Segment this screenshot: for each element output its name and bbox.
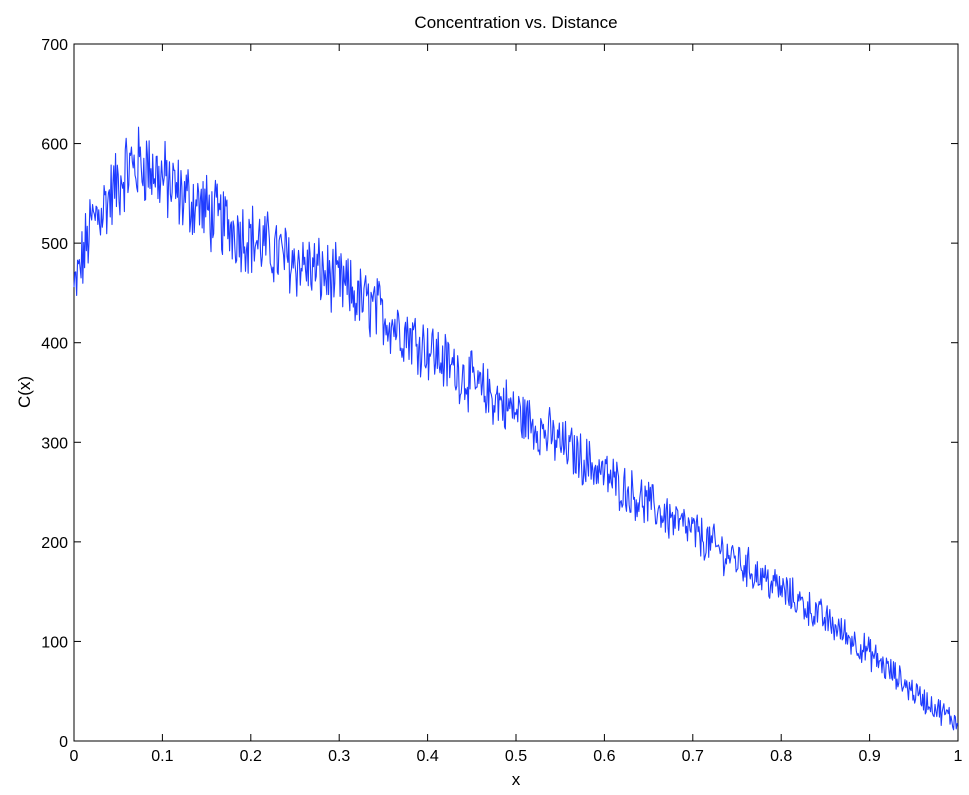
x-tick-label: 0.9: [858, 748, 880, 765]
x-tick-label: 0.3: [328, 748, 350, 765]
x-tick-label: 0.4: [416, 748, 438, 765]
y-tick-label: 500: [41, 236, 68, 253]
y-axis-label: C(x): [15, 376, 34, 408]
x-tick-label: 0: [70, 748, 79, 765]
y-tick-label: 300: [41, 435, 68, 452]
x-axis-ticks: 0 0.1 0.2 0.3 0.4 0.5 0.6 0.7 0.8 0.9 1: [70, 44, 963, 765]
x-tick-label: 0.7: [682, 748, 704, 765]
x-tick-label: 0.8: [770, 748, 792, 765]
x-tick-label: 0.6: [593, 748, 615, 765]
x-axis-label: x: [512, 770, 521, 789]
x-tick-label: 0.5: [505, 748, 527, 765]
y-axis-ticks: 0 100 200 300 400 500 600 700: [41, 37, 958, 751]
series-line: [73, 126, 959, 731]
x-tick-label: 1: [954, 748, 963, 765]
y-tick-label: 700: [41, 37, 68, 54]
y-tick-label: 100: [41, 634, 68, 651]
plot-area: [73, 43, 959, 742]
y-tick-label: 200: [41, 535, 68, 552]
x-tick-label: 0.1: [151, 748, 173, 765]
y-tick-label: 600: [41, 137, 68, 154]
y-tick-label: 0: [59, 734, 68, 751]
y-tick-label: 400: [41, 336, 68, 353]
x-tick-label: 0.2: [240, 748, 262, 765]
chart-title: Concentration vs. Distance: [414, 13, 617, 32]
